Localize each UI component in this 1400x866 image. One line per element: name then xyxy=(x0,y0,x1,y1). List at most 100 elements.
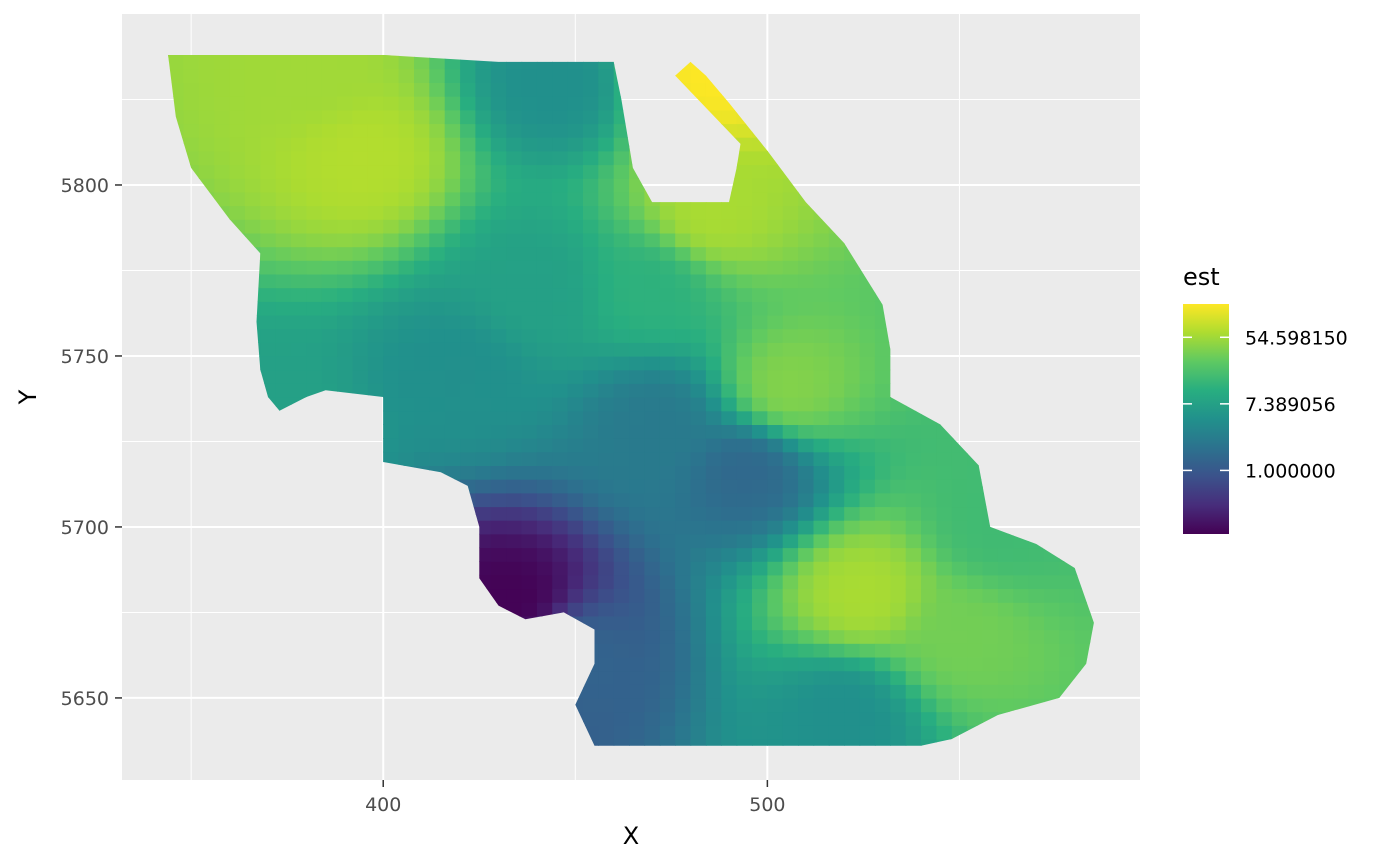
raster-cell xyxy=(598,561,615,576)
raster-cell xyxy=(767,260,784,275)
raster-cell xyxy=(936,506,953,521)
raster-cell xyxy=(198,164,215,179)
raster-cell xyxy=(260,55,277,56)
raster-cell xyxy=(705,260,722,275)
raster-cell xyxy=(306,137,323,152)
raster-cell xyxy=(936,533,953,549)
raster-cell xyxy=(721,205,738,220)
raster-cell xyxy=(659,547,676,562)
raster-cell xyxy=(306,82,323,97)
raster-cell xyxy=(506,438,523,453)
raster-cell xyxy=(644,342,661,357)
raster-cell xyxy=(644,533,661,549)
raster-cell xyxy=(444,301,461,316)
raster-cell xyxy=(752,615,768,631)
raster-cell xyxy=(752,602,768,617)
raster-cell xyxy=(721,410,738,425)
raster-cell xyxy=(967,656,984,672)
y-tick-label: 5800 xyxy=(61,175,109,197)
raster-cell xyxy=(490,342,507,357)
raster-cell xyxy=(705,697,722,713)
raster-cell xyxy=(690,561,707,576)
raster-cell xyxy=(275,314,292,330)
raster-cell xyxy=(337,356,354,371)
raster-cell xyxy=(306,369,323,384)
raster-cell xyxy=(859,739,876,746)
raster-cell xyxy=(306,68,323,83)
raster-cell xyxy=(798,342,815,357)
raster-cell xyxy=(767,191,784,207)
raster-cell xyxy=(536,492,553,508)
raster-cell xyxy=(890,588,907,603)
raster-cell xyxy=(567,424,584,439)
raster-cell xyxy=(552,287,569,302)
raster-cell xyxy=(874,615,891,631)
raster-cell xyxy=(905,424,922,439)
raster-cell xyxy=(337,55,354,56)
raster-cell xyxy=(675,424,692,439)
raster-cell xyxy=(506,342,523,357)
raster-cell xyxy=(721,492,738,508)
raster-cell xyxy=(905,479,922,494)
raster-cell xyxy=(644,492,661,508)
raster-cell xyxy=(752,342,768,357)
raster-cell xyxy=(767,301,784,316)
raster-cell xyxy=(721,725,738,740)
raster-cell xyxy=(383,150,400,166)
raster-cell xyxy=(874,533,891,549)
raster-cell xyxy=(736,150,753,166)
raster-cell xyxy=(951,479,968,494)
raster-cell xyxy=(490,232,507,248)
raster-cell xyxy=(736,725,753,740)
raster-cell xyxy=(997,602,1014,617)
raster-cell xyxy=(337,232,354,248)
raster-cell xyxy=(859,369,876,384)
y-tick-label: 5750 xyxy=(61,346,109,368)
raster-cell xyxy=(306,301,323,316)
raster-cell xyxy=(721,232,738,248)
raster-cell xyxy=(967,561,984,576)
raster-cell xyxy=(705,397,722,412)
raster-cell xyxy=(183,137,200,152)
raster-cell xyxy=(414,397,430,412)
raster-cell xyxy=(536,533,553,549)
raster-cell xyxy=(798,328,815,343)
legend-colorbar xyxy=(1183,304,1229,534)
raster-cell xyxy=(552,451,569,466)
raster-cell xyxy=(798,397,815,412)
raster-cell xyxy=(306,356,323,371)
raster-cell xyxy=(874,739,891,746)
raster-cell xyxy=(736,328,753,343)
raster-cell xyxy=(521,369,538,384)
raster-cell xyxy=(598,191,615,207)
raster-cell xyxy=(767,547,784,562)
raster-cell xyxy=(598,96,615,111)
raster-cell xyxy=(613,369,630,384)
raster-cell xyxy=(583,232,599,248)
raster-cell xyxy=(844,438,861,453)
raster-cell xyxy=(874,424,891,439)
raster-cell xyxy=(890,465,907,480)
raster-cell xyxy=(613,191,630,207)
raster-cell xyxy=(936,574,953,590)
raster-cell xyxy=(629,397,646,412)
raster-cell xyxy=(183,123,200,138)
raster-cell xyxy=(567,314,584,330)
raster-cell xyxy=(844,301,861,316)
raster-cell xyxy=(705,356,722,371)
raster-cell xyxy=(629,629,646,644)
raster-cell xyxy=(337,109,354,125)
raster-cell xyxy=(275,68,292,83)
raster-cell xyxy=(721,314,738,330)
raster-cell xyxy=(874,479,891,494)
raster-cell xyxy=(414,109,430,125)
raster-cell xyxy=(475,492,492,508)
raster-cell xyxy=(1013,670,1030,685)
raster-cell xyxy=(598,588,615,603)
raster-cell xyxy=(828,479,845,494)
raster-cell xyxy=(767,629,784,644)
raster-cell xyxy=(890,533,907,549)
raster-cell xyxy=(644,465,661,480)
raster-cell xyxy=(552,314,569,330)
